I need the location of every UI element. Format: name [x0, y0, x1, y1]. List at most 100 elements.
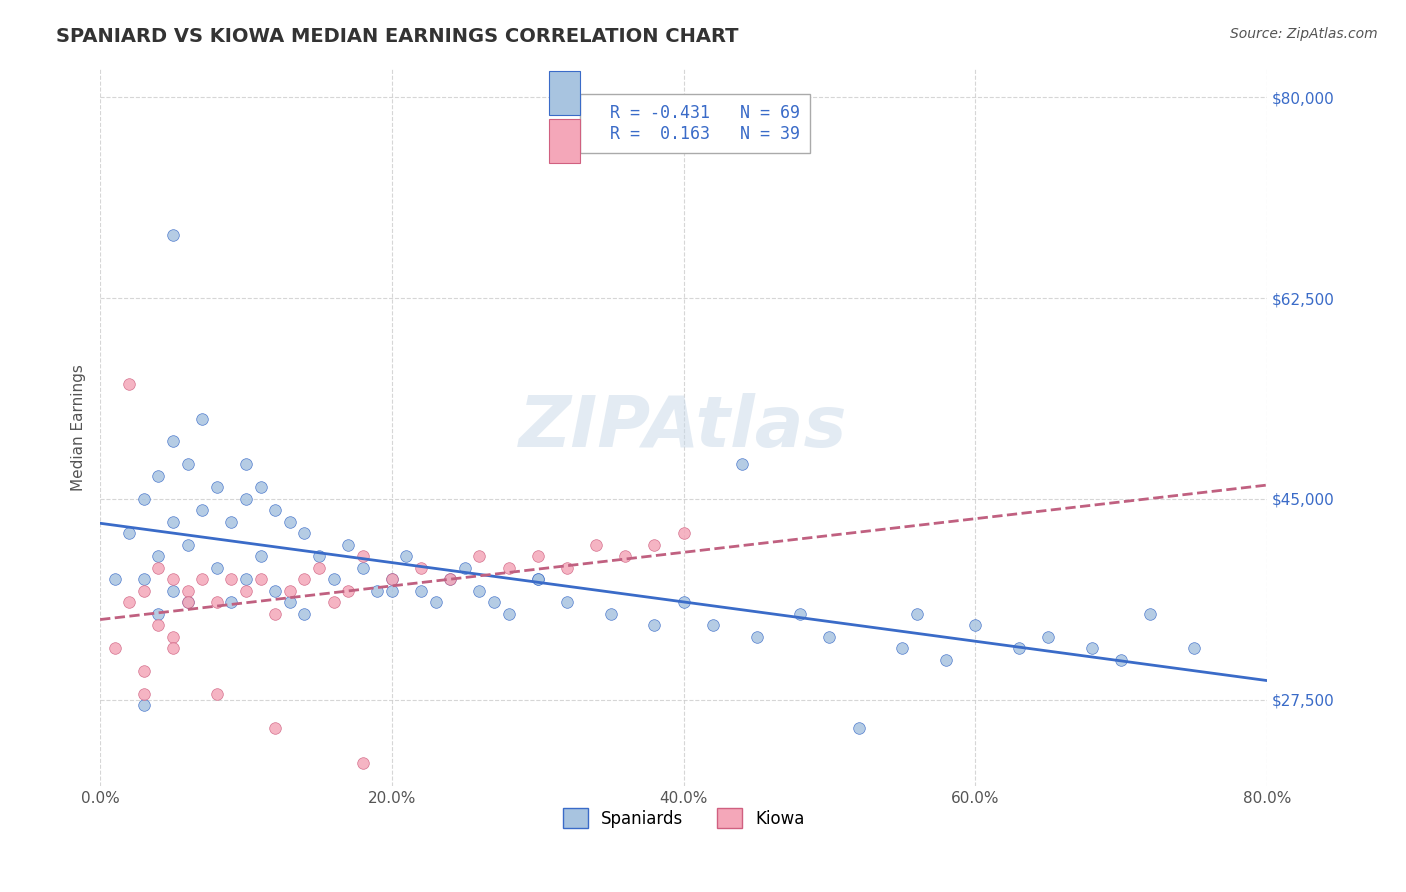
Point: [162, 583, 184, 598]
Point: [118, 526, 141, 541]
Point: [352, 756, 374, 770]
Text: ZIPAtlas: ZIPAtlas: [519, 392, 848, 462]
Point: [205, 560, 228, 574]
Legend: Spaniards, Kiowa: Spaniards, Kiowa: [557, 801, 811, 835]
Point: [235, 583, 257, 598]
Point: [1182, 641, 1205, 656]
Point: [148, 618, 170, 632]
Text: SPANIARD VS KIOWA MEDIAN EARNINGS CORRELATION CHART: SPANIARD VS KIOWA MEDIAN EARNINGS CORREL…: [56, 27, 738, 45]
Point: [205, 595, 228, 609]
Point: [614, 549, 637, 564]
Point: [205, 687, 228, 701]
Point: [409, 583, 432, 598]
Point: [162, 227, 184, 242]
Text: R = -0.431   N = 69
  R =  0.163   N = 39: R = -0.431 N = 69 R = 0.163 N = 39: [591, 104, 800, 144]
Point: [235, 491, 257, 506]
Point: [176, 583, 198, 598]
Point: [322, 572, 344, 586]
Point: [278, 583, 301, 598]
Point: [789, 607, 811, 621]
Point: [118, 377, 141, 392]
Point: [1081, 641, 1104, 656]
Point: [132, 687, 155, 701]
FancyBboxPatch shape: [550, 119, 579, 163]
Point: [104, 572, 127, 586]
Point: [366, 583, 388, 598]
Point: [249, 572, 271, 586]
Point: [468, 549, 491, 564]
Point: [162, 630, 184, 644]
Point: [555, 595, 578, 609]
Point: [264, 583, 287, 598]
Point: [308, 549, 330, 564]
Point: [381, 572, 404, 586]
Point: [337, 583, 360, 598]
Point: [526, 572, 548, 586]
Point: [221, 595, 243, 609]
Point: [191, 411, 214, 425]
Point: [381, 583, 404, 598]
Point: [439, 572, 461, 586]
Point: [191, 572, 214, 586]
Point: [1008, 641, 1031, 656]
Point: [526, 549, 548, 564]
Point: [425, 595, 447, 609]
Point: [585, 538, 607, 552]
Point: [132, 698, 155, 713]
Point: [498, 560, 520, 574]
Point: [731, 458, 754, 472]
Point: [643, 538, 665, 552]
Point: [249, 549, 271, 564]
Point: [292, 572, 315, 586]
Point: [132, 491, 155, 506]
Point: [468, 583, 491, 598]
Point: [381, 572, 404, 586]
Point: [264, 722, 287, 736]
Point: [162, 572, 184, 586]
Point: [278, 595, 301, 609]
Point: [205, 480, 228, 494]
Point: [322, 595, 344, 609]
Point: [337, 538, 360, 552]
Point: [148, 549, 170, 564]
Point: [599, 607, 621, 621]
Point: [395, 549, 418, 564]
Point: [454, 560, 477, 574]
Point: [235, 458, 257, 472]
Point: [148, 469, 170, 483]
Point: [1038, 630, 1060, 644]
Point: [162, 515, 184, 529]
Point: [1139, 607, 1161, 621]
Point: [104, 641, 127, 656]
Point: [498, 607, 520, 621]
Point: [439, 572, 461, 586]
Point: [292, 526, 315, 541]
Point: [891, 641, 914, 656]
Point: [176, 595, 198, 609]
Point: [235, 572, 257, 586]
Point: [191, 503, 214, 517]
FancyBboxPatch shape: [550, 70, 579, 115]
Point: [176, 538, 198, 552]
Point: [118, 595, 141, 609]
Point: [162, 641, 184, 656]
Point: [1109, 652, 1132, 666]
Point: [132, 583, 155, 598]
Point: [148, 560, 170, 574]
Point: [249, 480, 271, 494]
Point: [162, 434, 184, 449]
Y-axis label: Median Earnings: Median Earnings: [72, 364, 86, 491]
Point: [292, 607, 315, 621]
Point: [672, 526, 695, 541]
Point: [409, 560, 432, 574]
Point: [221, 572, 243, 586]
Point: [818, 630, 841, 644]
Point: [482, 595, 505, 609]
Point: [308, 560, 330, 574]
Point: [132, 664, 155, 678]
Point: [643, 618, 665, 632]
Text: Source: ZipAtlas.com: Source: ZipAtlas.com: [1230, 27, 1378, 41]
Point: [745, 630, 768, 644]
Point: [352, 549, 374, 564]
Point: [905, 607, 928, 621]
